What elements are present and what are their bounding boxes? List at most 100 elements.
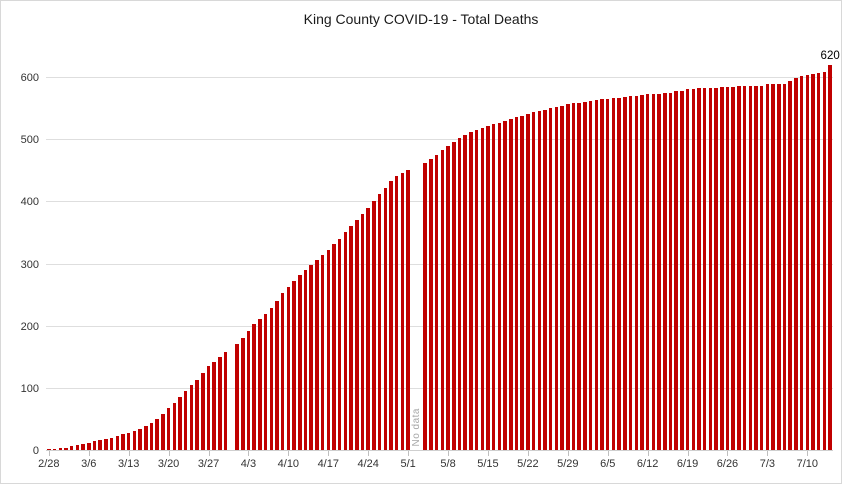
bar [132,430,137,450]
bar [754,85,758,450]
gridline [46,387,833,389]
bar [47,449,51,450]
x-tick [368,451,370,456]
x-tick-label: 5/29 [557,458,579,470]
bar [337,238,342,450]
x-tick [767,451,769,456]
bar [708,87,713,450]
x-tick [168,451,170,456]
bar [286,286,291,450]
bar [201,372,205,450]
bar [725,86,730,450]
bar [92,441,97,450]
x-tick [567,451,569,456]
x-tick-label: 5/22 [517,458,539,470]
x-tick-label: 3/6 [81,458,97,470]
bar [377,193,382,450]
bar [531,112,536,450]
bar [98,440,102,450]
bar [509,119,513,450]
x-tick-label: 3/13 [117,458,140,470]
x-tick [727,451,729,456]
bar [155,418,159,450]
x-tick [487,451,489,456]
bar [280,293,285,450]
y-tick-label: 600 [20,72,39,84]
bar [87,442,91,450]
bar [651,93,656,450]
x-tick-label: 6/5 [600,458,616,470]
bar [668,92,673,450]
bar [161,413,165,450]
bar [697,88,701,450]
bar [109,437,114,450]
bar [183,390,188,450]
gridline [46,263,833,265]
x-tick-label: 7/10 [796,458,819,470]
x-tick [647,451,649,456]
y-tick-label: 200 [20,320,39,333]
bar [685,89,690,450]
bar [206,366,211,450]
bar [241,338,245,450]
bar [645,94,650,450]
x-tick [128,451,130,456]
bar [480,127,485,450]
no-data-label: No data [410,408,422,447]
bar [394,176,399,450]
bar [577,102,581,450]
bar [822,72,827,450]
x-tick-label: 5/8 [440,458,456,470]
bar [548,108,553,450]
bar [434,154,439,450]
bar [702,88,707,450]
bar [634,95,638,450]
bar [298,275,302,450]
chart-title: King County COVID-19 - Total Deaths [303,11,539,27]
bar [389,181,393,450]
x-tick [607,451,609,456]
bar [571,103,576,450]
bar [429,159,433,450]
bar [663,93,667,450]
bar [497,123,502,450]
x-tick-label: 4/3 [240,458,257,470]
x-tick-label: 3/20 [157,458,180,470]
bar [372,201,376,450]
gridline [46,77,833,78]
bar [594,100,599,450]
bar [400,172,405,450]
bar [805,75,810,450]
bar [605,98,610,450]
x-tick [687,451,689,456]
x-tick-label: 4/24 [357,458,379,470]
x-tick [208,451,210,456]
bar [440,150,445,450]
gridline [46,139,833,141]
y-tick-label: 0 [32,445,39,457]
bar [486,126,490,450]
bar [799,76,804,450]
x-tick [288,451,290,456]
bar [189,385,194,450]
x-tick-label: 3/27 [197,458,220,470]
bar [75,445,80,450]
bar [315,259,319,450]
bar [828,64,832,450]
bar [640,95,644,450]
bar [121,434,125,450]
x-tick-label: 5/1 [400,458,416,470]
bar [583,101,587,450]
bar [600,99,604,450]
bar [514,117,519,450]
x-tick-label: 4/10 [277,458,300,470]
bar [320,254,325,450]
x-tick [807,451,809,456]
x-tick [448,451,450,456]
bar [691,88,696,450]
bar [423,162,427,450]
x-tick [48,451,50,456]
bar [543,109,547,450]
bar [303,269,308,450]
x-tick [527,451,529,456]
